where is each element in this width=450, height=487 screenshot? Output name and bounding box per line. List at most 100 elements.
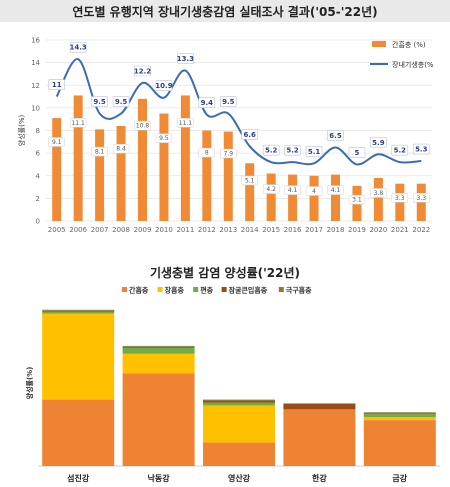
bar-data-label-box <box>241 175 258 186</box>
bar <box>95 129 105 221</box>
line-data-label: 9.4 <box>201 99 214 107</box>
legend-label: 극구흡충 <box>286 286 312 295</box>
x-tick-label: 2015 <box>262 226 280 234</box>
stacked-bar-segment <box>363 420 436 466</box>
stacked-bar-segment <box>203 402 275 406</box>
x-tick-label: 2012 <box>198 226 216 234</box>
bar-data-label: 11.1 <box>179 120 193 127</box>
line-series <box>55 58 422 166</box>
x-tick-label: 2021 <box>391 226 409 234</box>
x-category-label: 영산강 <box>228 473 251 483</box>
x-tick-label: 2016 <box>284 226 302 234</box>
stacked-bar-segment <box>42 310 115 312</box>
x-category-label: 섬진강 <box>67 473 90 483</box>
bar <box>245 163 255 221</box>
stacked-bar-segment <box>122 346 195 348</box>
y-tick-label: 6 <box>36 150 41 158</box>
stacked-bar-segment <box>363 417 436 421</box>
bar-data-label-box <box>69 118 87 128</box>
line-data-label-box <box>91 96 108 107</box>
x-tick-label: 2020 <box>369 226 387 234</box>
bar-data-label: 9.1 <box>52 139 62 146</box>
bar-data-label: 3.8 <box>374 190 384 197</box>
line-data-label: 5.1 <box>308 148 321 156</box>
line-data-label-box <box>198 97 216 108</box>
x-tick-label: 2005 <box>48 226 66 234</box>
line-data-label: 5 <box>355 149 360 157</box>
line-data-label: 10.9 <box>155 82 172 90</box>
y-tick-label: 2 <box>36 195 40 203</box>
line-data-label: 9.5 <box>93 98 106 106</box>
x-tick-label: 2011 <box>176 226 194 234</box>
bar-data-label-box <box>284 185 301 195</box>
y-tick-label: 0 <box>36 218 40 226</box>
bottom-chart-title-bar: 기생충별 감염 양성률('22년) <box>0 262 450 280</box>
bar-data-label-box <box>198 147 216 158</box>
legend-label: 장흡충 <box>165 286 185 295</box>
line-data-label: 9.5 <box>222 98 235 106</box>
line-data-label: 6.6 <box>244 131 257 139</box>
bar-data-label-box <box>327 185 344 195</box>
bar-data-label: 5.1 <box>245 177 255 184</box>
line-data-label-box <box>412 143 430 155</box>
bar <box>309 175 319 221</box>
stacked-bar-segment <box>203 400 275 403</box>
y-tick-label: 14 <box>31 59 40 67</box>
bar-data-label-box <box>91 146 108 157</box>
line-data-label: 12.2 <box>134 67 151 75</box>
bar-data-label-box <box>370 188 387 198</box>
y-tick-label: 8 <box>36 127 40 135</box>
line-data-label-box <box>284 144 301 156</box>
y-tick-label: 4 <box>36 172 41 180</box>
x-tick-label: 2018 <box>327 226 345 234</box>
bar-data-label: 7.9 <box>224 151 234 158</box>
line-data-label-box <box>219 96 237 107</box>
line-data-label: 5.9 <box>372 139 385 147</box>
bar-data-label-box <box>155 133 173 143</box>
bar-data-label: 3.3 <box>417 195 427 202</box>
bar <box>137 98 148 221</box>
top-chart-title-bar: 연도별 유행지역 장내기생충감염 실태조사 결과('05-'22년) <box>0 0 450 22</box>
bar-data-label-box <box>262 184 280 194</box>
x-tick-label: 2019 <box>348 226 366 234</box>
x-tick-label: 2013 <box>219 226 237 234</box>
line-data-label-box <box>69 41 87 53</box>
bar <box>373 178 383 221</box>
x-tick-label: 2008 <box>112 226 130 234</box>
bar-data-label: 8.4 <box>116 146 126 153</box>
bottom-chart-title: 기생충별 감염 양성률('22년) <box>149 266 301 280</box>
legend-label: 간흡충 <box>129 286 149 295</box>
x-tick-label: 2022 <box>412 226 430 234</box>
bar-data-label-box <box>348 194 366 205</box>
bar-data-label: 4.1 <box>331 187 341 194</box>
y-axis-label: 양성률(%) <box>25 367 34 400</box>
x-category-label: 낙동강 <box>148 473 171 483</box>
line-data-label-box <box>348 147 366 158</box>
stacked-bar-segment <box>122 347 195 354</box>
line-data-label-box <box>112 96 130 107</box>
bar-data-label-box <box>391 193 409 203</box>
stacked-bar-segment <box>203 405 275 443</box>
line-data-label-box <box>177 53 194 64</box>
bar <box>180 95 190 221</box>
line-data-label-box <box>262 144 280 156</box>
bar-data-label: 11.1 <box>71 120 85 127</box>
legend-label-bar: 간흡충 (%) <box>392 40 426 49</box>
legend-swatch-bar <box>372 41 386 47</box>
stacked-bar-segment <box>42 311 115 314</box>
bar <box>223 131 233 221</box>
x-tick-label: 2010 <box>155 226 173 234</box>
stacked-bar-segment <box>42 309 115 311</box>
x-category-label: 금강 <box>392 473 407 483</box>
stacked-bar-segment <box>122 373 195 466</box>
line-data-label: 11 <box>52 81 62 89</box>
bar <box>116 125 126 221</box>
line-data-label-box <box>134 65 151 77</box>
bar-data-label-box <box>177 118 194 128</box>
bar-data-label-box <box>305 186 323 196</box>
x-tick-label: 2009 <box>134 226 152 234</box>
bar-data-label-box <box>220 148 237 159</box>
x-tick-label: 2017 <box>305 226 323 234</box>
line-data-label: 13.3 <box>177 55 194 63</box>
